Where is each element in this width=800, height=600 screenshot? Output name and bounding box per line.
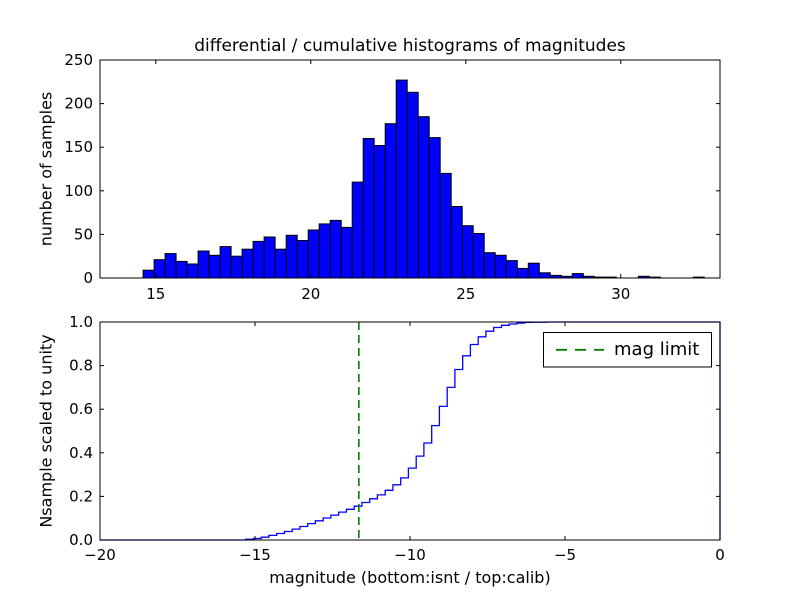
histogram-bar xyxy=(384,123,397,279)
y-tick-label: 0 xyxy=(83,269,93,287)
histogram-bar xyxy=(252,240,265,279)
histogram-bar xyxy=(516,267,529,279)
histogram-bar xyxy=(527,262,540,279)
histogram-bar xyxy=(208,254,221,279)
histogram-bar xyxy=(318,223,331,279)
histogram-bar xyxy=(340,226,353,279)
y-axis-label-top: number of samples xyxy=(36,91,56,247)
histogram-bar xyxy=(285,234,298,279)
histogram-bar xyxy=(329,219,342,279)
histogram-bar xyxy=(483,252,496,279)
x-tick-label: −10 xyxy=(394,546,426,564)
histogram-bar xyxy=(428,137,441,279)
y-tick-label: 0.6 xyxy=(69,400,93,418)
histogram-bar xyxy=(164,253,177,279)
histogram-bar xyxy=(538,272,551,279)
y-tick-label: 0.8 xyxy=(69,357,93,375)
histogram-bar xyxy=(362,138,375,279)
y-tick-label: 0.0 xyxy=(69,531,93,549)
y-tick-label: 200 xyxy=(64,95,93,113)
x-tick-label: −5 xyxy=(554,546,576,564)
histogram-bar xyxy=(472,233,485,279)
y-tick-label: 1.0 xyxy=(69,313,93,331)
histogram-bar xyxy=(395,79,408,279)
x-tick-label: 25 xyxy=(456,285,475,303)
y-tick-label: 150 xyxy=(64,138,93,156)
histogram-bar xyxy=(175,260,188,279)
y-tick-label: 250 xyxy=(64,51,93,69)
x-tick-label: 30 xyxy=(611,285,630,303)
x-tick-label: 20 xyxy=(301,285,320,303)
histogram-bar xyxy=(219,246,232,279)
histogram-bar xyxy=(505,260,518,279)
histogram-bar xyxy=(461,225,474,279)
histogram-bar xyxy=(571,273,584,279)
histogram-bar xyxy=(373,145,386,279)
y-axis-label-bottom: Nsample scaled to unity xyxy=(36,334,56,528)
histogram-bar xyxy=(186,263,199,279)
x-tick-label: −20 xyxy=(84,546,116,564)
histogram-bar xyxy=(406,91,419,279)
histogram-bar xyxy=(450,206,463,279)
histogram-bar xyxy=(296,240,309,279)
y-tick-label: 50 xyxy=(74,225,93,243)
histogram-bar xyxy=(351,181,364,279)
y-tick-label: 100 xyxy=(64,182,93,200)
histogram-bar xyxy=(439,172,452,279)
histogram-bar xyxy=(307,229,320,279)
histogram-bar xyxy=(494,254,507,279)
x-tick-label: 0 xyxy=(715,546,725,564)
x-axis-label: magnitude (bottom:isnt / top:calib) xyxy=(269,568,551,587)
histogram-bar xyxy=(197,250,210,279)
histogram-bar xyxy=(263,236,276,279)
y-tick-label: 0.4 xyxy=(69,444,93,462)
x-tick-label: 15 xyxy=(146,285,165,303)
x-tick-label: −15 xyxy=(239,546,271,564)
histogram-bar xyxy=(142,269,155,279)
y-tick-label: 0.2 xyxy=(69,487,93,505)
histogram-bar xyxy=(274,248,287,279)
histogram-bar xyxy=(230,255,243,279)
axes-spine xyxy=(99,59,721,279)
cumulative-curve xyxy=(100,321,721,541)
plot-title: differential / cumulative histograms of … xyxy=(194,36,626,56)
histogram-bar xyxy=(241,248,254,279)
legend-box xyxy=(543,332,712,368)
histogram-bar xyxy=(417,116,430,279)
legend-label: mag limit xyxy=(614,339,700,360)
